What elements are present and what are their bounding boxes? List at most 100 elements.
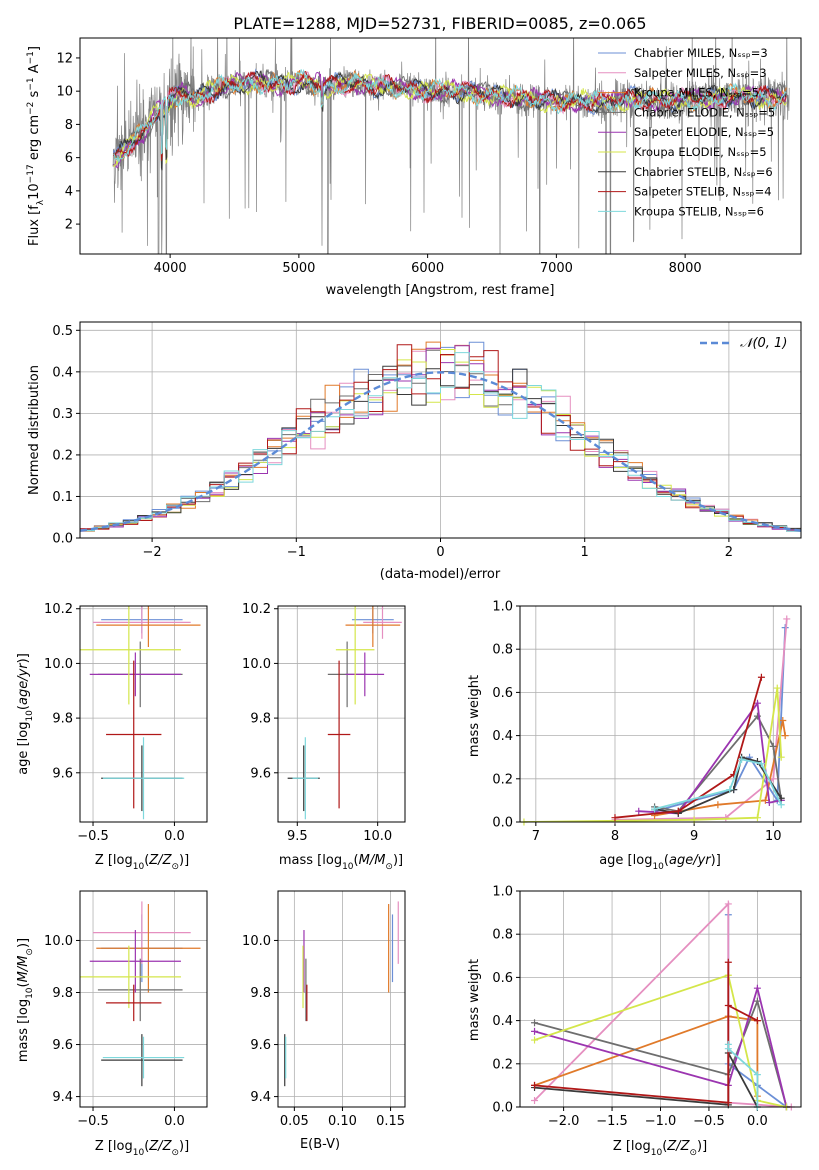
legend-label-6: Kroupa ELODIE, Nₛₛₚ=5 <box>634 145 767 159</box>
y-tick-label: 10.2 <box>242 602 271 617</box>
y-tick-label: 9.8 <box>52 986 73 1001</box>
mass-vs-EBV-panel: 0.05 0.10 0.15 9.4 9.6 9.8 10.0 <box>242 890 406 1129</box>
x-tick-label: −1 <box>287 545 306 560</box>
mw-age-marker <box>773 684 781 692</box>
mw-Z-marker <box>724 900 732 908</box>
y-tick-label: 0.5 <box>52 324 73 339</box>
mw-age-marker <box>769 742 777 750</box>
legend-label-1: Chabrier MILES, Nₛₛₚ=3 <box>634 46 768 60</box>
axes-frame <box>79 37 802 255</box>
axes-frame <box>519 605 802 823</box>
y-tick-label: 0.0 <box>492 816 513 831</box>
mw-age-marker <box>611 814 619 822</box>
x-tick-label: 0.05 <box>280 1114 309 1129</box>
x-tick-label: −1.5 <box>596 1114 628 1129</box>
y-tick-label: 10.0 <box>44 657 73 672</box>
x-tick-label: 0.0 <box>747 1114 768 1129</box>
mw-Z-marker <box>724 1001 732 1009</box>
x-tick-label: 9 <box>690 829 698 844</box>
mw-age-marker <box>714 801 722 809</box>
legend-label-9: Kroupa STELIB, Nₛₛₚ=6 <box>634 204 764 218</box>
x-tick-label: 0.10 <box>328 1114 357 1129</box>
age-vs-mass-panel: 9.5 10.0 9.6 9.8 10.0 10.2 <box>242 602 406 844</box>
y-tick-label: 0.3 <box>52 407 73 422</box>
x-tick-label: 7 <box>532 829 540 844</box>
y-tick-label: 6 <box>65 151 73 166</box>
mw-age-marker <box>761 796 769 804</box>
y-tick-label: 4 <box>65 184 73 199</box>
x-tick-label: 8 <box>611 829 619 844</box>
legend-label-2: Salpeter MILES, Nₛₛₚ=3 <box>634 66 767 80</box>
mw-Z-marker <box>531 1019 539 1027</box>
age-vs-Z-panel: −0.5 0.0 9.6 9.8 10.0 10.2 <box>44 602 208 844</box>
mw-age-marker <box>783 615 791 623</box>
normal-curve <box>80 371 801 532</box>
x-tick-label: −0.5 <box>693 1114 725 1129</box>
mw-Z-marker <box>753 984 761 992</box>
y-tick-label: 0.0 <box>492 1101 513 1116</box>
mw-age-marker <box>777 801 785 809</box>
mw-age-marker <box>781 732 789 740</box>
y-tick-label: 9.6 <box>250 766 271 781</box>
mw-age-marker <box>753 814 761 822</box>
mw-age-line-7 <box>654 756 782 815</box>
x-tick-label: −0.5 <box>77 1114 109 1129</box>
mw-Z-marker <box>724 1045 732 1053</box>
axes-frame <box>79 890 208 1108</box>
x-tick-label: 0.15 <box>376 1114 405 1129</box>
y-tick-label: 0.4 <box>492 729 513 744</box>
y-tick-label: 10.0 <box>242 934 271 949</box>
spectrum-panel: 4000 5000 6000 7000 8000 2 4 6 8 10 12 Chabrier MIL… <box>56 37 802 276</box>
x-tick-label: 5000 <box>282 261 315 276</box>
mw-Z-marker <box>753 1017 761 1025</box>
y-tick-label: 10.0 <box>242 657 271 672</box>
mass-Z-ylabel: mass [log10(M/M⊙)] <box>16 938 35 1062</box>
x-tick-label: 8000 <box>669 261 702 276</box>
legend-label-7: Chabrier STELIB, Nₛₛₚ=6 <box>634 165 773 179</box>
mw-age-marker <box>757 760 765 768</box>
x-tick-label: 0.0 <box>164 829 185 844</box>
residuals-panel: −2 −1 0 1 2 0.0 0.1 0.2 0.3 0.4 0.5 𝒩(0, 1) <box>52 321 802 560</box>
mw-age-ylabel: mass weight <box>467 675 482 757</box>
y-tick-label: 0.2 <box>492 772 513 787</box>
x-tick-label: 6000 <box>411 261 444 276</box>
y-tick-label: 2 <box>65 218 73 233</box>
mw-Z-marker <box>531 1027 539 1035</box>
mass-vs-Z-panel: −0.5 0.0 9.4 9.6 9.8 10.0 <box>44 890 208 1129</box>
x-tick-label: −2.0 <box>548 1114 580 1129</box>
residuals-xlabel: (data-model)/error <box>380 567 501 582</box>
y-tick-label: 9.8 <box>52 712 73 727</box>
axes-frame <box>79 321 802 539</box>
y-tick-label: 0.1 <box>52 490 73 505</box>
x-tick-label: 0.0 <box>164 1114 185 1129</box>
legend-label-8: Salpeter STELIB, Nₛₛₚ=4 <box>634 185 772 199</box>
mw-age-line-2 <box>614 618 788 821</box>
y-tick-label: 12 <box>56 51 73 66</box>
legend-label-4: Chabrier ELODIE, Nₛₛₚ=5 <box>634 105 775 119</box>
y-tick-label: 0.4 <box>492 1014 513 1029</box>
y-tick-label: 0.6 <box>492 686 513 701</box>
mw-Z-line-8 <box>534 962 758 1104</box>
mw-Z-marker <box>724 958 732 966</box>
y-tick-label: 0.8 <box>492 643 513 658</box>
y-tick-label: 1.0 <box>492 885 513 900</box>
mw-Z-line-3 <box>534 1015 759 1097</box>
age-Z-xlabel: Z [log10(Z/Z⊙)] <box>95 853 189 872</box>
x-tick-label: 2 <box>725 545 733 560</box>
mw-age-marker <box>757 673 765 681</box>
spectrum-ylabel: Flux [fλ10−17 erg cm−2 s−1 A−1] <box>26 46 46 246</box>
legend-label-5: Salpeter ELODIE, Nₛₛₚ=5 <box>634 125 774 139</box>
age-mass-xlabel: mass [log10(M/M⊙)] <box>279 853 403 872</box>
axes-frame <box>277 890 406 1108</box>
y-tick-label: 1.0 <box>492 600 513 615</box>
y-tick-label: 9.6 <box>52 1038 73 1053</box>
mw-Z-marker <box>531 1036 539 1044</box>
x-tick-label: 1 <box>581 545 589 560</box>
legend-normal-label: 𝒩(0, 1) <box>740 336 787 351</box>
y-tick-label: 0.6 <box>492 971 513 986</box>
x-tick-label: 10 <box>765 829 782 844</box>
x-tick-label: 0 <box>436 545 444 560</box>
y-tick-label: 0.2 <box>52 448 73 463</box>
y-tick-label: 10 <box>56 85 73 100</box>
